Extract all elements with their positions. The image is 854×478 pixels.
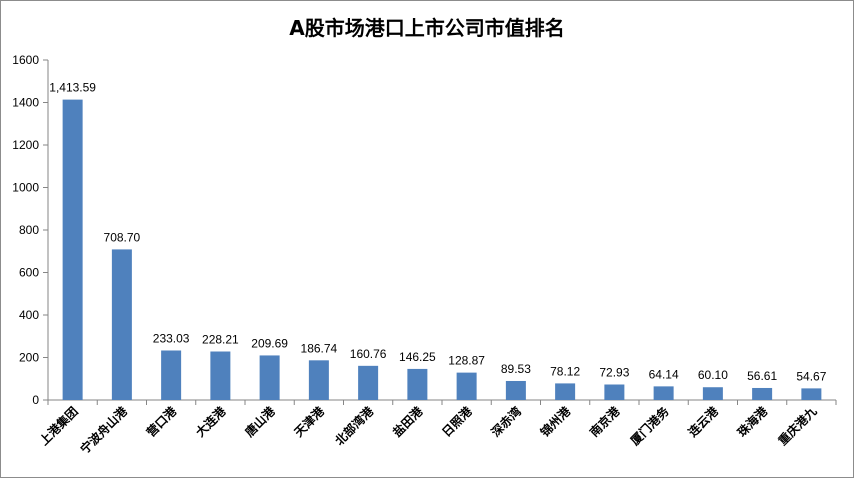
data-label: 146.25 [399, 350, 436, 364]
y-tick-label: 600 [19, 266, 39, 280]
bar [653, 386, 674, 400]
data-label: 78.12 [550, 364, 580, 378]
data-label: 128.87 [448, 354, 485, 368]
y-tick-label: 1400 [12, 96, 39, 110]
bar [407, 368, 428, 400]
x-category-label: 重庆港九 [775, 404, 820, 449]
data-label: 54.67 [796, 369, 826, 383]
x-category-label: 天津港 [291, 403, 328, 440]
bar [702, 387, 723, 400]
data-label: 89.53 [501, 362, 531, 376]
y-tick-label: 400 [19, 308, 39, 322]
bar [505, 380, 526, 400]
x-category-label: 唐山港 [242, 403, 279, 440]
bar [308, 360, 329, 400]
data-label: 186.74 [301, 341, 338, 355]
data-label: 209.69 [251, 336, 288, 350]
y-tick-label: 800 [19, 223, 39, 237]
y-tick-label: 1200 [12, 138, 39, 152]
bar [456, 372, 477, 400]
bar [801, 388, 822, 400]
bar [210, 351, 231, 400]
x-category-label: 连云港 [685, 403, 722, 440]
y-tick-label: 1000 [12, 181, 39, 195]
x-category-label: 上港集团 [36, 404, 81, 449]
bar [259, 355, 280, 400]
bar [604, 384, 625, 400]
x-category-label: 珠海港 [734, 403, 771, 440]
bar [161, 350, 182, 400]
data-label: 72.93 [599, 366, 629, 380]
x-category-label: 大连港 [192, 403, 229, 440]
x-category-label: 深赤湾 [488, 404, 524, 440]
data-label: 233.03 [153, 331, 190, 345]
x-category-label: 日照港 [439, 403, 476, 440]
data-label: 64.14 [649, 367, 679, 381]
bar [358, 365, 379, 400]
x-category-label: 盐田港 [389, 403, 426, 440]
bar [62, 99, 83, 400]
bar [555, 383, 576, 400]
y-tick-label: 1600 [12, 53, 39, 67]
data-label: 1,413.59 [49, 81, 96, 95]
x-category-label: 厦门港务 [627, 403, 672, 448]
y-tick-label: 0 [32, 393, 39, 407]
x-category-label: 营口港 [143, 403, 180, 440]
x-category-label: 南京港 [586, 403, 623, 440]
x-category-label: 北部湾港 [332, 403, 377, 448]
chart-title: A股市场港口上市公司市值排名 [289, 16, 565, 40]
data-label: 228.21 [202, 333, 239, 347]
bar [752, 387, 773, 400]
data-label: 160.76 [350, 347, 387, 361]
data-label: 56.61 [747, 369, 777, 383]
data-label: 708.70 [104, 230, 141, 244]
x-category-label: 宁波舟山港 [77, 403, 131, 457]
x-category-label: 锦州港 [537, 403, 574, 440]
bar [111, 249, 132, 400]
data-label: 60.10 [698, 368, 728, 382]
y-tick-label: 200 [19, 351, 39, 365]
